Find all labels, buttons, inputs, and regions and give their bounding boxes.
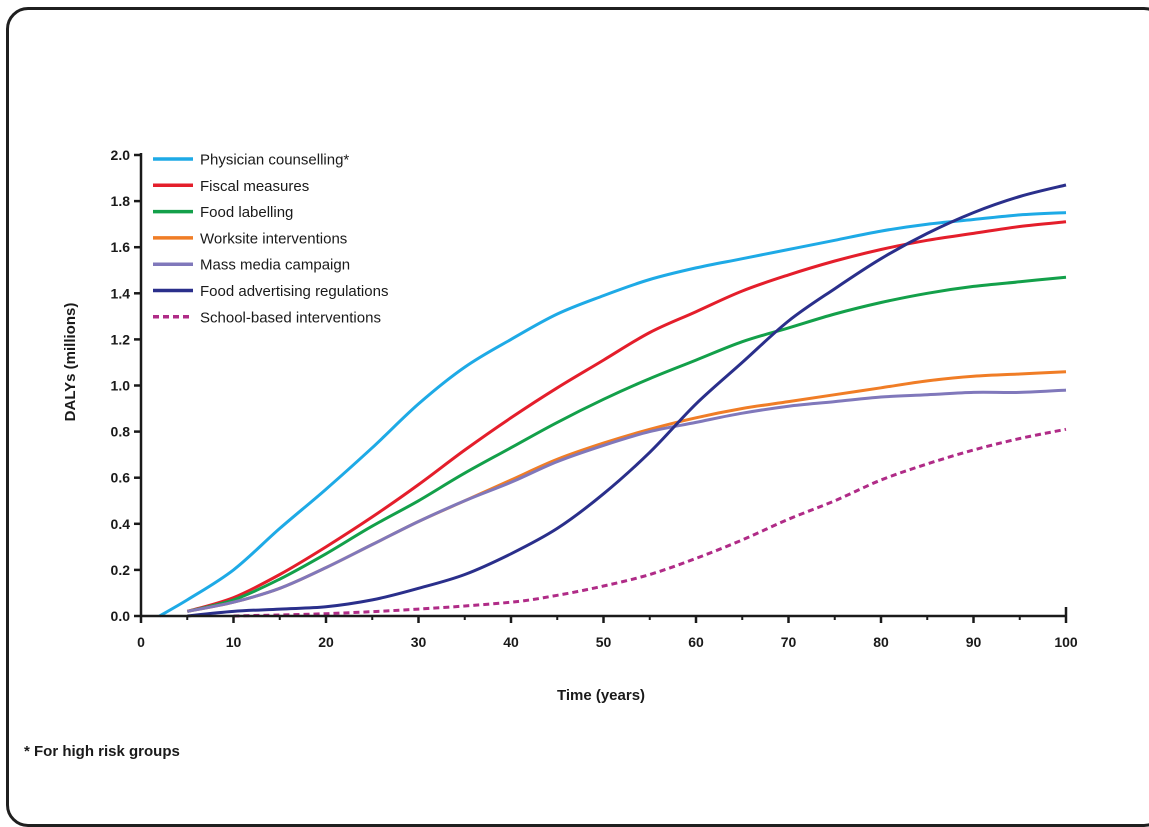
x-tick-label: 40 <box>503 634 519 650</box>
x-tick-label: 0 <box>137 634 145 650</box>
series-layer <box>158 183 1067 618</box>
x-tick-label: 100 <box>1054 634 1078 650</box>
x-tick-label: 90 <box>966 634 982 650</box>
legend-label: Worksite interventions <box>200 230 347 247</box>
x-tick-label: 10 <box>226 634 242 650</box>
y-tick-label: 0.2 <box>111 562 131 578</box>
legend-label: Food advertising regulations <box>200 283 388 300</box>
series-line-7 <box>233 427 1067 618</box>
footnote: * For high risk groups <box>24 743 180 760</box>
x-tick-label: 80 <box>873 634 889 650</box>
legend-label: Food labelling <box>200 204 293 221</box>
legend: Physician counselling* Fiscal measures Foo… <box>153 152 388 326</box>
series-line-3 <box>186 275 1067 613</box>
legend-label: School-based interventions <box>200 309 381 326</box>
series-line-5 <box>187 388 1067 613</box>
line-chart: 0.0 0.2 0.4 0.6 0.8 1.0 1.2 1.4 1.6 1.8 2.0 0 10 20 30… <box>62 147 1078 704</box>
y-tick-label: 1.4 <box>111 285 131 301</box>
legend-label: Mass media campaign <box>200 257 350 274</box>
x-tick-label: 50 <box>596 634 612 650</box>
series-line-1 <box>158 211 1067 618</box>
y-tick-label: 0.8 <box>111 424 131 440</box>
legend-label: Physician counselling* <box>200 152 349 169</box>
x-tick-label: 30 <box>411 634 427 650</box>
x-axis-title: Time (years) <box>557 687 645 704</box>
y-tick-label: 0.6 <box>111 470 131 486</box>
y-tick-label: 0.0 <box>111 608 131 624</box>
y-tick-label: 1.6 <box>111 239 131 255</box>
series-line-2 <box>186 220 1067 613</box>
legend-label: Fiscal measures <box>200 178 309 195</box>
y-tick-label: 1.8 <box>111 193 131 209</box>
y-tick-label: 2.0 <box>111 147 131 163</box>
x-tick-label: 20 <box>318 634 334 650</box>
y-axis-title: DALYs (millions) <box>62 303 79 422</box>
x-tick-label: 60 <box>688 634 704 650</box>
series-line-6 <box>187 183 1067 618</box>
y-tick-label: 1.2 <box>111 331 131 347</box>
y-tick-label: 0.4 <box>111 516 131 532</box>
series-line-4 <box>187 370 1067 613</box>
y-tick-label: 1.0 <box>111 378 131 394</box>
x-tick-label: 70 <box>781 634 797 650</box>
axes-layer: 0.0 0.2 0.4 0.6 0.8 1.0 1.2 1.4 1.6 1.8 2.0 0 10 20 30… <box>111 147 1078 650</box>
